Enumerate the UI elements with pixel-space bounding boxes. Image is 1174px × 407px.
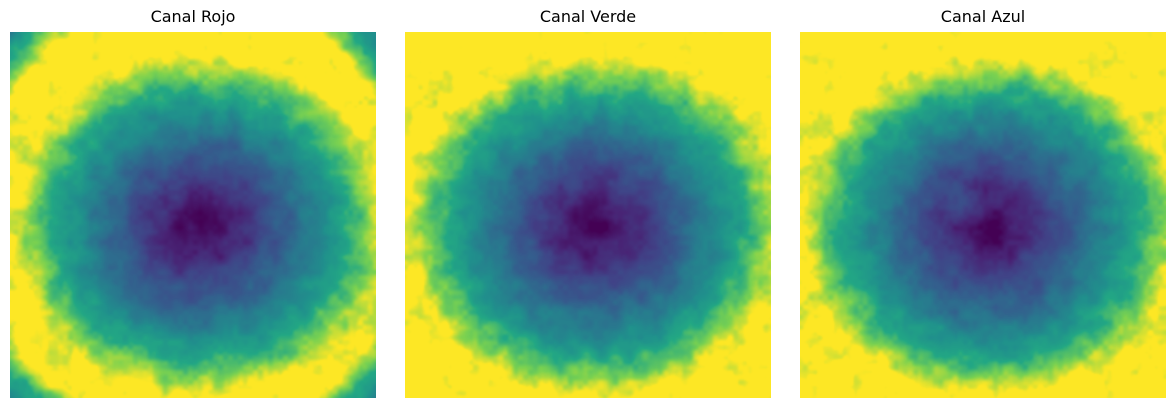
heatmap-image-canal-rojo: [10, 32, 376, 398]
panel-title: Canal Verde: [539, 7, 637, 26]
panel-canal-azul: Canal Azul: [800, 0, 1166, 407]
panel-canal-verde: Canal Verde: [405, 0, 771, 407]
heatmap-image-canal-verde: [405, 32, 771, 398]
panel-canal-rojo: Canal Rojo: [10, 0, 376, 407]
panel-title: Canal Rojo: [150, 7, 236, 26]
heatmap-image-canal-azul: [800, 32, 1166, 398]
panel-title: Canal Azul: [940, 7, 1026, 26]
